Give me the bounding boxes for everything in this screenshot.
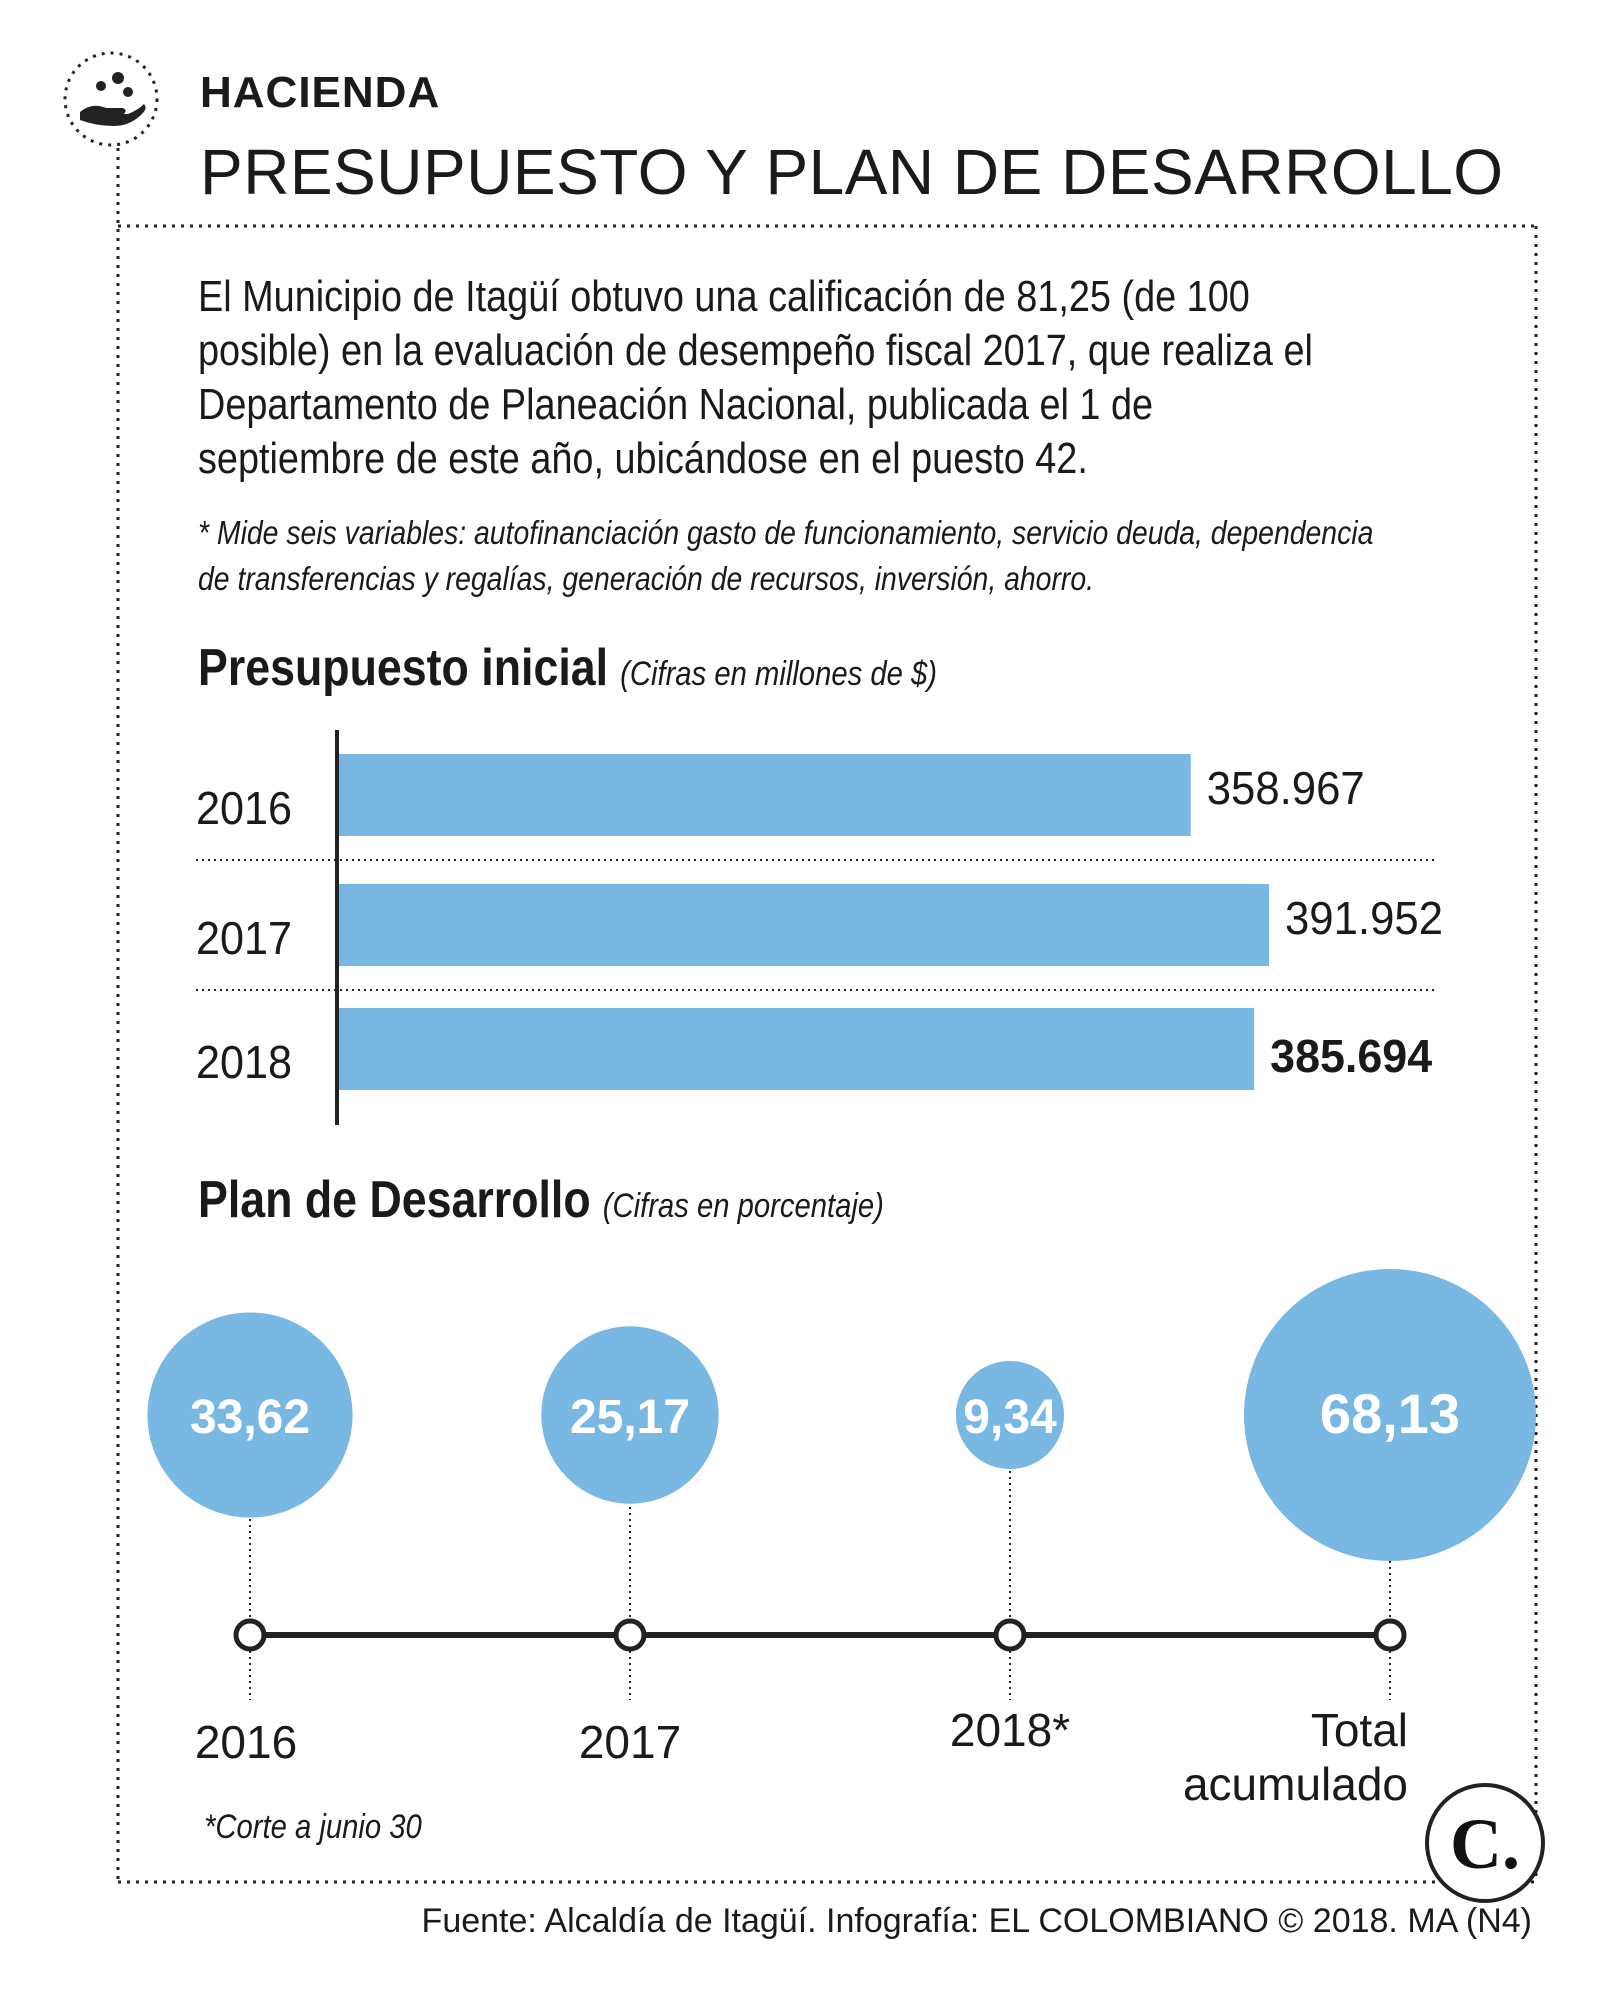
bar-2016 [339, 754, 1191, 836]
plan-footnote: *Corte a junio 30 [204, 1808, 422, 1846]
bar-category-label: 2017 [196, 912, 292, 964]
bubble-0 [147, 1312, 353, 1518]
source-credit: Fuente: Alcaldía de Itagüí. Infografía: … [421, 1902, 1532, 1940]
timeline-node [613, 1618, 647, 1652]
budget-bar-chart: 2016 358.967 2017 391.952 2018 385.694 [196, 730, 1443, 1125]
budget-chart-title: Presupuesto inicial [198, 639, 609, 697]
bar-category-label: 2016 [196, 782, 292, 834]
bar-2017 [339, 884, 1269, 966]
bubble-value-label: 33,62 [190, 1391, 310, 1444]
bar-value-label: 358.967 [1207, 762, 1365, 814]
intro-text: El Municipio de Itagüí obtuvo una califi… [198, 272, 1313, 483]
timeline-category-label: 2016 [195, 1716, 297, 1768]
plan-chart-title: Plan de Desarrollo [198, 1171, 591, 1229]
intro-note: * Mide seis variables: autofinanciación … [198, 514, 1374, 597]
bubble-value-label: 68,13 [1320, 1382, 1460, 1445]
bubble-3 [1244, 1269, 1536, 1561]
plan-chart-header: Plan de Desarrollo (Cifras en porcentaje) [198, 1170, 884, 1230]
timeline-category-label: Total acumulado [1183, 1704, 1408, 1810]
bar-value-label: 385.694 [1270, 1030, 1432, 1082]
bubble-1 [541, 1326, 719, 1504]
bubble-value-label: 25,17 [570, 1391, 690, 1444]
section-label: HACIENDA [200, 68, 441, 117]
budget-chart-subtitle: (Cifras en millones de $) [620, 655, 937, 693]
bar-category-label: 2018 [196, 1036, 292, 1088]
el-colombiano-logo: C. [1425, 1783, 1545, 1903]
timeline-category-label: 2017 [579, 1716, 681, 1768]
plan-chart-subtitle: (Cifras en porcentaje) [602, 1187, 884, 1225]
timeline-category-label: 2018* [950, 1704, 1070, 1756]
bar-value-label: 391.952 [1285, 892, 1443, 944]
bubble-value-label: 9,34 [963, 1391, 1057, 1444]
plan-bubble-chart: 33,62 2016 25,17 2017 9,34 2018* 68,13 Total acu… [147, 1269, 1536, 1810]
bubble-2 [955, 1360, 1065, 1470]
timeline-node [993, 1618, 1027, 1652]
bar-2018 [339, 1008, 1255, 1090]
budget-chart-header: Presupuesto inicial (Cifras en millones d… [198, 638, 937, 698]
timeline-node [1373, 1618, 1407, 1652]
hand-with-people-icon [63, 51, 159, 147]
svg-text:C.: C. [1450, 1804, 1520, 1884]
timeline-node [233, 1618, 267, 1652]
headline: PRESUPUESTO Y PLAN DE DESARROLLO [200, 136, 1504, 208]
